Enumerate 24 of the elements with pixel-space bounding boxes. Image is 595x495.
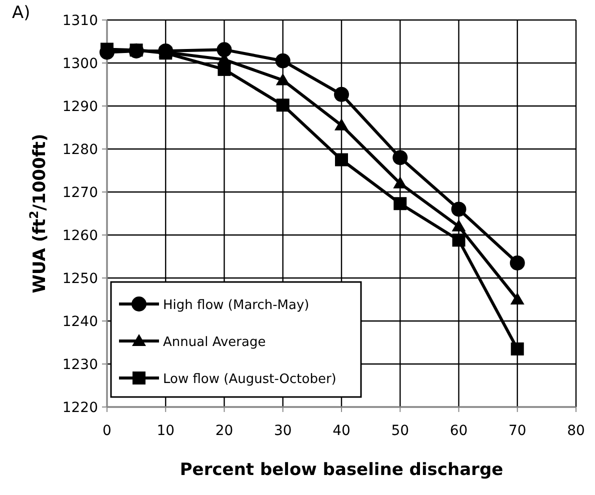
y-tick-label: 1230 [62,357,98,373]
x-tick-label: 30 [274,423,292,439]
y-tick-label: 1250 [62,271,98,287]
legend-label: Low flow (August-October) [163,372,336,387]
y-tick-label: 1280 [62,142,98,158]
x-tick-label: 50 [391,423,410,439]
y-tick-label: 1260 [62,228,98,244]
y-tick-label: 1240 [62,314,98,330]
y-tick-label: 1220 [62,400,98,416]
y-tick-label: 1310 [62,13,98,29]
x-tick-label: 10 [156,423,175,439]
y-tick-label: 1290 [62,99,98,115]
y-tick-label: 1270 [62,185,98,201]
x-tick-label: 20 [215,423,234,439]
x-tick-label: 0 [102,423,112,439]
chart-title: A) [12,3,30,23]
x-axis-title: Percent below baseline discharge [180,460,504,480]
y-tick-label: 1300 [62,56,98,72]
x-tick-label: 80 [567,423,585,439]
x-tick-label: 70 [508,423,526,439]
x-tick-label: 60 [450,423,468,439]
x-tick-label: 40 [332,423,350,439]
legend-label: High flow (March-May) [163,298,310,313]
legend-label: Annual Average [163,335,266,350]
